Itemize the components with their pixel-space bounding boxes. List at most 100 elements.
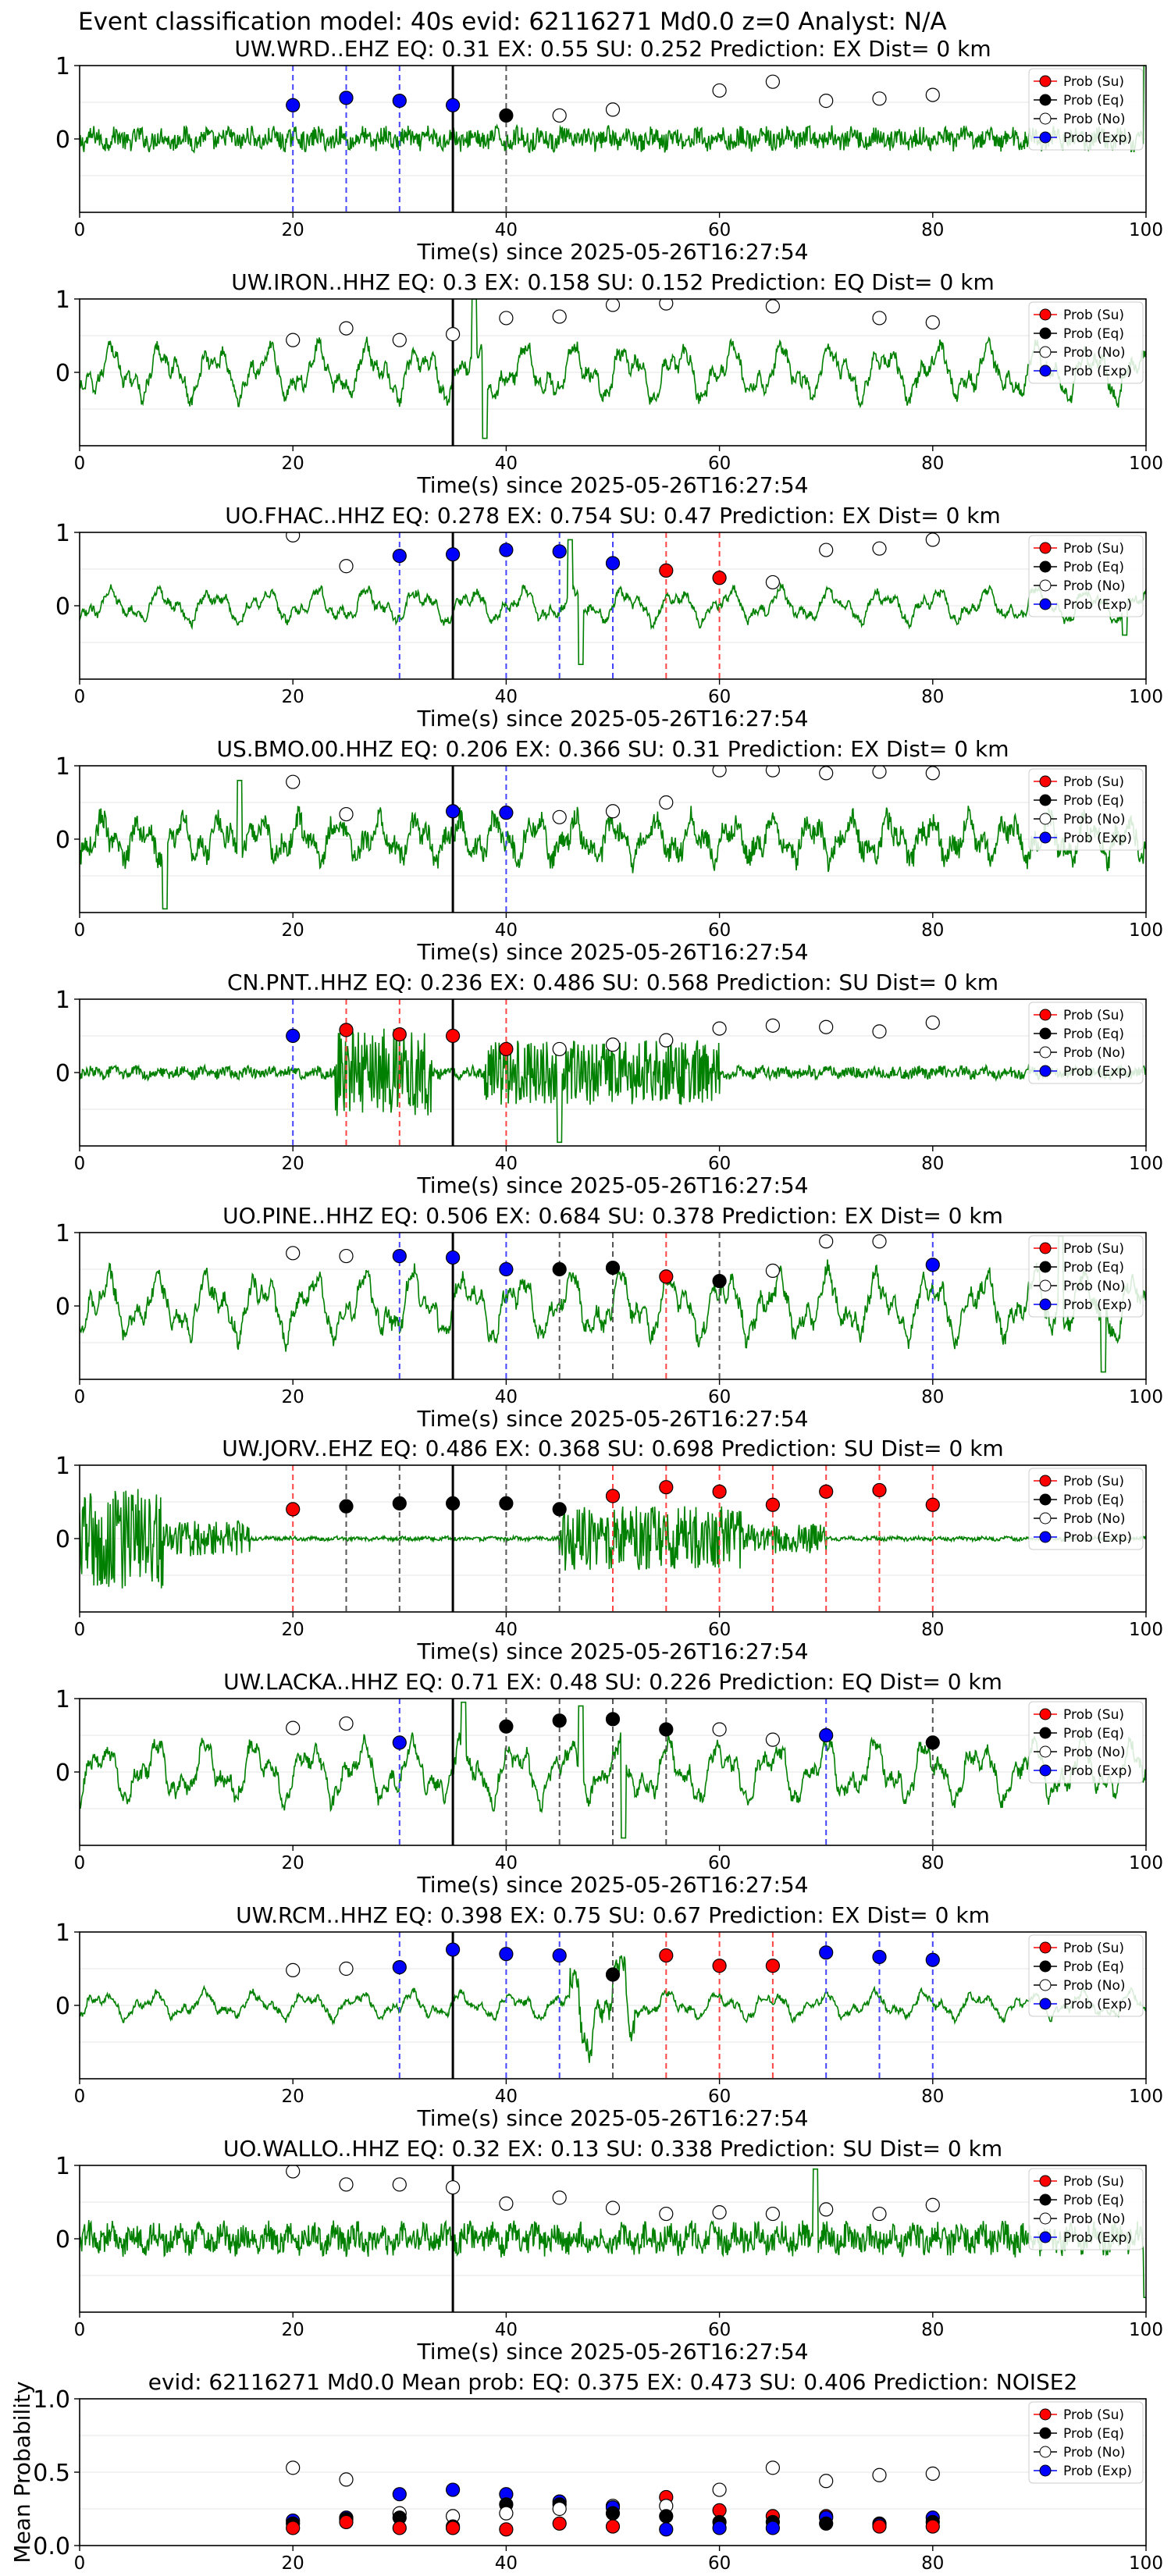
x-tick-label: 60 xyxy=(708,1853,731,1873)
panel-title: evid: 62116271 Md0.0 Mean prob: EQ: 0.37… xyxy=(148,2369,1078,2395)
panel-title: UO.FHAC..HHZ EQ: 0.278 EX: 0.754 SU: 0.4… xyxy=(225,503,1001,528)
legend-box xyxy=(1028,535,1144,617)
x-tick-label: 100 xyxy=(1129,2087,1163,2107)
plot-area xyxy=(80,1699,1146,1845)
y-tick-label: 1 xyxy=(55,1220,70,1247)
prob-point-su xyxy=(392,2521,407,2535)
legend-label: Prob (Su) xyxy=(1063,1008,1124,1023)
x-tick-label: 60 xyxy=(708,454,731,474)
legend: Prob (Su) Prob (Eq) Prob (No) Prob (Exp) xyxy=(1028,1002,1144,1084)
prob-point-no xyxy=(499,2506,514,2521)
y-tick-label: 0 xyxy=(55,1526,70,1553)
prob-point-su xyxy=(499,1041,514,1057)
y-tick-label: 1 xyxy=(55,1453,70,1480)
prob-point-no xyxy=(872,2467,887,2482)
prob-point-no xyxy=(605,1037,621,1052)
legend-swatch-eq xyxy=(1039,560,1052,573)
waveform-trace xyxy=(80,780,1146,910)
plot-area xyxy=(80,2165,1146,2312)
prob-point-no xyxy=(819,94,834,109)
y-tick-label: 0 xyxy=(55,2226,70,2254)
panel-9: UW.RCM..HHZ EQ: 0.398 EX: 0.75 SU: 0.67 … xyxy=(55,1902,1163,2131)
legend-swatch-eq xyxy=(1039,327,1052,340)
x-tick-label: 20 xyxy=(282,920,304,941)
prob-point-no xyxy=(286,532,301,543)
prob-point-su xyxy=(445,1028,461,1044)
legend-swatch-su xyxy=(1039,1242,1052,1254)
x-tick-label: 40 xyxy=(495,687,518,707)
x-tick-label: 0 xyxy=(74,220,86,240)
panel-title: UW.IRON..HHZ EQ: 0.3 EX: 0.158 SU: 0.152… xyxy=(231,269,995,295)
prob-point-no xyxy=(286,774,301,789)
prob-point-no xyxy=(339,806,354,822)
x-tick-label: 60 xyxy=(708,1154,731,1174)
prob-point-no xyxy=(392,2177,407,2192)
panel-5: CN.PNT..HHZ EQ: 0.236 EX: 0.486 SU: 0.56… xyxy=(55,970,1163,1198)
x-tick-label: 100 xyxy=(1129,920,1163,941)
legend-swatch-no xyxy=(1039,112,1052,125)
prob-point-su xyxy=(286,2521,301,2535)
panel-title: CN.PNT..HHZ EQ: 0.236 EX: 0.486 SU: 0.56… xyxy=(227,970,998,995)
x-tick-label: 0 xyxy=(74,920,86,941)
x-tick-label: 80 xyxy=(921,1853,944,1873)
y-tick-label: 0 xyxy=(55,126,70,154)
prob-point-no xyxy=(552,309,567,324)
y-tick-label: 1 xyxy=(55,53,70,80)
legend-swatch-exp xyxy=(1039,2464,1052,2477)
prob-point-su xyxy=(659,1480,674,1495)
legend-swatch-no xyxy=(1039,1745,1052,1758)
legend-label: Prob (Eq) xyxy=(1063,2193,1124,2208)
x-tick-label: 60 xyxy=(708,2087,731,2107)
x-tick-label: 80 xyxy=(921,220,944,240)
x-tick-label: 40 xyxy=(495,1853,518,1873)
legend-label: Prob (Su) xyxy=(1063,1474,1124,1489)
prob-point-su xyxy=(339,2514,354,2530)
prob-point-su xyxy=(659,563,674,578)
legend-label: Prob (Su) xyxy=(1063,1707,1124,1723)
legend-label: Prob (No) xyxy=(1063,2211,1126,2227)
x-tick-label: 40 xyxy=(495,920,518,941)
prob-point-no xyxy=(605,2201,621,2215)
prob-point-no xyxy=(659,1033,674,1048)
prob-point-no xyxy=(765,766,780,777)
legend-label: Prob (Eq) xyxy=(1063,560,1124,575)
legend-swatch-no xyxy=(1039,2446,1052,2458)
x-tick-label: 40 xyxy=(495,454,518,474)
waveform-trace xyxy=(80,2168,1146,2298)
prob-point-su xyxy=(765,1497,781,1512)
panel-title: UW.LACKA..HHZ EQ: 0.71 EX: 0.48 SU: 0.22… xyxy=(223,1669,1002,1695)
legend-swatch-no xyxy=(1039,579,1052,592)
prob-point-eq xyxy=(925,1735,940,1750)
plot-area xyxy=(80,999,1146,1146)
legend-swatch-eq xyxy=(1039,1727,1052,1739)
x-tick-label: 20 xyxy=(282,1853,304,1873)
x-tick-label: 60 xyxy=(708,920,731,941)
panel-7: UW.JORV..EHZ EQ: 0.486 EX: 0.368 SU: 0.6… xyxy=(55,1436,1163,1664)
prob-point-su xyxy=(286,1502,301,1517)
legend: Prob (Su) Prob (Eq) Prob (No) Prob (Exp) xyxy=(1028,1934,1144,2017)
legend-swatch-su xyxy=(1039,2175,1052,2187)
legend-label: Prob (Exp) xyxy=(1063,364,1132,379)
prob-point-no xyxy=(445,2180,461,2195)
legend-label: Prob (No) xyxy=(1063,2445,1126,2460)
prob-point-eq xyxy=(712,1273,727,1289)
prob-point-exp xyxy=(392,1735,407,1750)
legend-box xyxy=(1028,68,1144,151)
x-tick-label: 80 xyxy=(921,1620,944,1640)
legend-label: Prob (Exp) xyxy=(1063,831,1132,846)
prob-point-no xyxy=(286,2460,301,2475)
legend-label: Prob (Exp) xyxy=(1063,1763,1132,1779)
legend-swatch-exp xyxy=(1039,1531,1052,1543)
prob-point-su xyxy=(819,1484,834,1499)
prob-point-exp xyxy=(872,1949,887,1965)
plot-area xyxy=(80,1465,1146,1612)
legend-label: Prob (Eq) xyxy=(1063,2426,1124,2442)
x-tick-label: 0 xyxy=(74,1387,86,1407)
prob-point-exp xyxy=(392,2487,407,2502)
figure-title: Event classification model: 40s evid: 62… xyxy=(78,8,947,36)
x-tick-label: 100 xyxy=(1129,454,1163,474)
legend-box xyxy=(1028,1934,1144,2017)
legend-swatch-no xyxy=(1039,1979,1052,1991)
legend-swatch-su xyxy=(1039,1475,1052,1487)
